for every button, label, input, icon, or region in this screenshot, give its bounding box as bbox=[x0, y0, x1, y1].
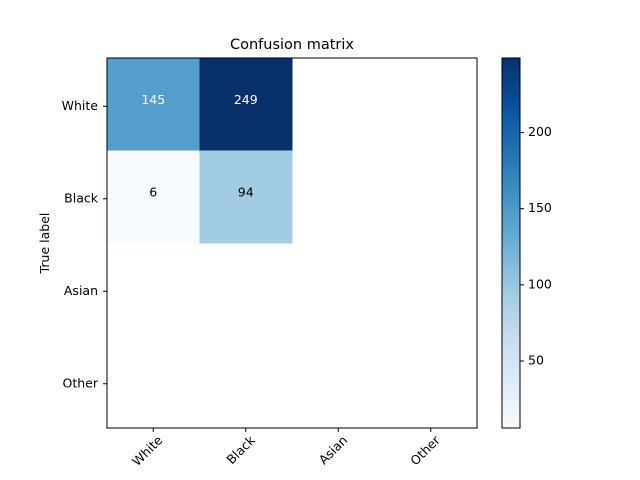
y-tick-label-asian: Asian bbox=[64, 283, 98, 298]
colorbar-tick-label: 150 bbox=[528, 200, 552, 215]
heatmap-cell-black-white bbox=[107, 150, 200, 244]
cell-value-label: 145 bbox=[141, 92, 165, 107]
x-tick-label-asian: Asian bbox=[316, 433, 351, 468]
chart-title: Confusion matrix bbox=[230, 37, 354, 53]
colorbar-tick-label: 100 bbox=[528, 276, 552, 291]
heatmap-cell-white-white bbox=[107, 58, 200, 151]
y-tick-label-white: White bbox=[62, 98, 99, 113]
heatmap-cell-labels: 145 249 6 94 bbox=[141, 92, 257, 200]
colorbar-tick-label: 50 bbox=[528, 353, 544, 368]
heatmap-cell-white-black bbox=[199, 58, 293, 151]
plot-frame bbox=[106, 57, 478, 429]
colorbar: 50 100 150 200 bbox=[501, 57, 552, 429]
y-tick-label-black: Black bbox=[64, 190, 99, 205]
colorbar-tick-label: 200 bbox=[528, 124, 552, 139]
cell-value-label: 94 bbox=[238, 184, 254, 199]
y-axis-label: True label bbox=[37, 213, 52, 275]
colorbar-frame bbox=[501, 57, 521, 429]
y-tick-label-other: Other bbox=[63, 375, 99, 390]
x-tick-label-black: Black bbox=[223, 432, 258, 467]
cell-value-label: 6 bbox=[149, 184, 157, 199]
x-tick-label-other: Other bbox=[407, 432, 443, 468]
heatmap-cells bbox=[107, 58, 293, 244]
y-axis-ticks: White Black Asian Other bbox=[62, 98, 107, 390]
colorbar-gradient bbox=[502, 58, 520, 428]
x-axis-ticks: White Black Asian Other bbox=[129, 428, 443, 469]
cell-value-label: 249 bbox=[234, 92, 258, 107]
x-tick-label-white: White bbox=[129, 432, 166, 469]
heatmap-cell-black-black bbox=[199, 150, 293, 244]
